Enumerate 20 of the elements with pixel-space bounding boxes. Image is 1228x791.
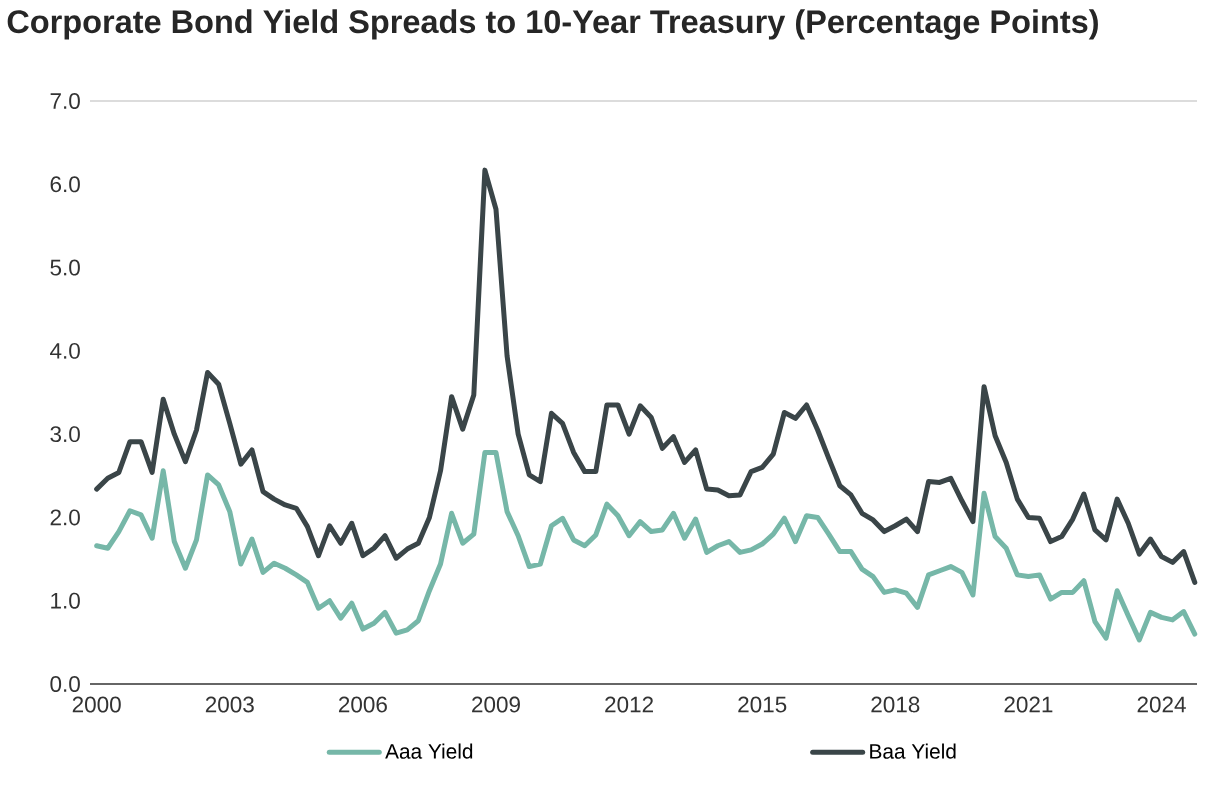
x-tick-label: 2015 — [738, 696, 787, 713]
y-tick-label: 5.0 — [50, 259, 80, 276]
x-tick-label: 2009 — [472, 696, 520, 713]
y-tick-label: 1.0 — [51, 592, 80, 609]
y-tick-label: 7.0 — [50, 93, 80, 109]
x-tick-label: 2006 — [338, 696, 387, 713]
x-tick-label: 2024 — [1137, 696, 1186, 713]
y-tick-label: 3.0 — [50, 426, 80, 443]
y-tick-label: 0.0 — [50, 676, 80, 692]
y-tick-label: 6.0 — [50, 176, 80, 193]
x-tick-label: 2018 — [871, 696, 920, 713]
legend-label: Baa Yield — [870, 743, 956, 759]
legend-label: Aaa Yield — [385, 743, 473, 759]
chart-title: Corporate Bond Yield Spreads to 10-Year Treasury (Percentage Points) — [7, 9, 1098, 40]
x-tick-label: 2021 — [1004, 696, 1053, 713]
y-tick-label: 2.0 — [50, 509, 80, 526]
x-tick-label: 2003 — [205, 696, 254, 713]
y-tick-label: 4.0 — [50, 342, 80, 359]
x-tick-label: 2012 — [605, 696, 653, 713]
x-tick-label: 2000 — [72, 696, 121, 713]
